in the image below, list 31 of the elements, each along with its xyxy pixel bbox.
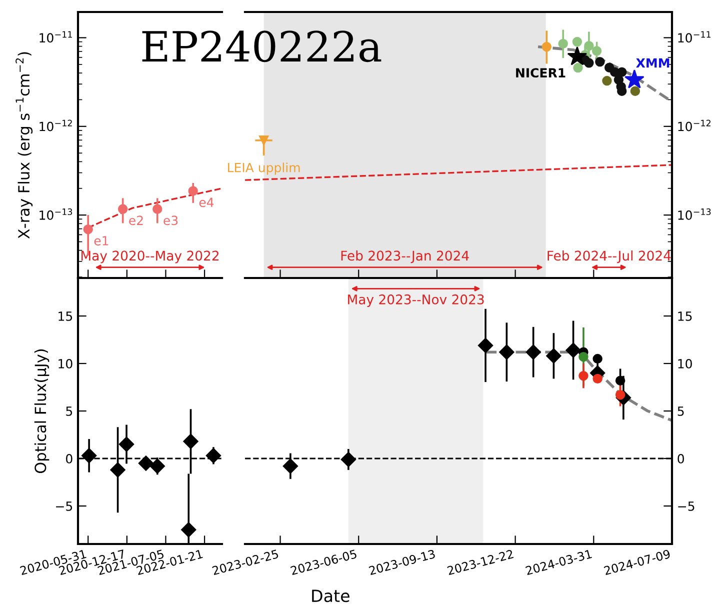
annotation: May 2020--May 2022: [81, 250, 218, 264]
band-label: May 2023--Nov 2023: [348, 294, 484, 307]
y-tick-label: 10: [678, 358, 692, 368]
y-tick-label: 0: [66, 454, 72, 464]
y-tick-label: 10$^{−12}$: [678, 120, 710, 132]
y-tick-label: 0: [678, 454, 684, 464]
data-label: e1: [94, 236, 108, 246]
series-label: NICER1: [516, 68, 566, 78]
data-label: e4: [199, 198, 214, 208]
x-axis-title: Date: [312, 590, 350, 602]
y-tick-label: 10$^{−11}$: [678, 31, 711, 43]
y-axis-title: Optical Flux(μJy): [34, 349, 50, 474]
data-label: e2: [129, 216, 143, 226]
y-tick-label: −5: [678, 502, 694, 511]
y-tick-label: 10: [58, 358, 72, 368]
series-label: XMM: [636, 58, 670, 68]
y-tick-label: 10$^{−11}$: [40, 31, 72, 43]
y-tick-label: 15: [678, 312, 692, 321]
y-tick-label: 10$^{−13}$: [678, 208, 711, 220]
y-tick-label: −5: [56, 502, 72, 511]
series-label: LEIA upplim: [228, 162, 300, 175]
band-label: Feb 2023--Jan 2024: [341, 250, 469, 264]
y-tick-label: 5: [66, 406, 72, 416]
y-tick-label: 15: [58, 312, 72, 321]
y-axis-title: X-ray Flux (erg s$^{−1}$cm$^{−2}$): [16, 52, 33, 239]
y-tick-label: 5: [678, 406, 684, 416]
y-tick-label: 10$^{−13}$: [40, 208, 72, 220]
chart-title: EP240222a: [142, 30, 382, 62]
data-label: e3: [164, 216, 178, 226]
annotation: Feb 2024--Jul 2024: [548, 250, 671, 264]
y-tick-label: 10$^{−12}$: [40, 120, 72, 132]
